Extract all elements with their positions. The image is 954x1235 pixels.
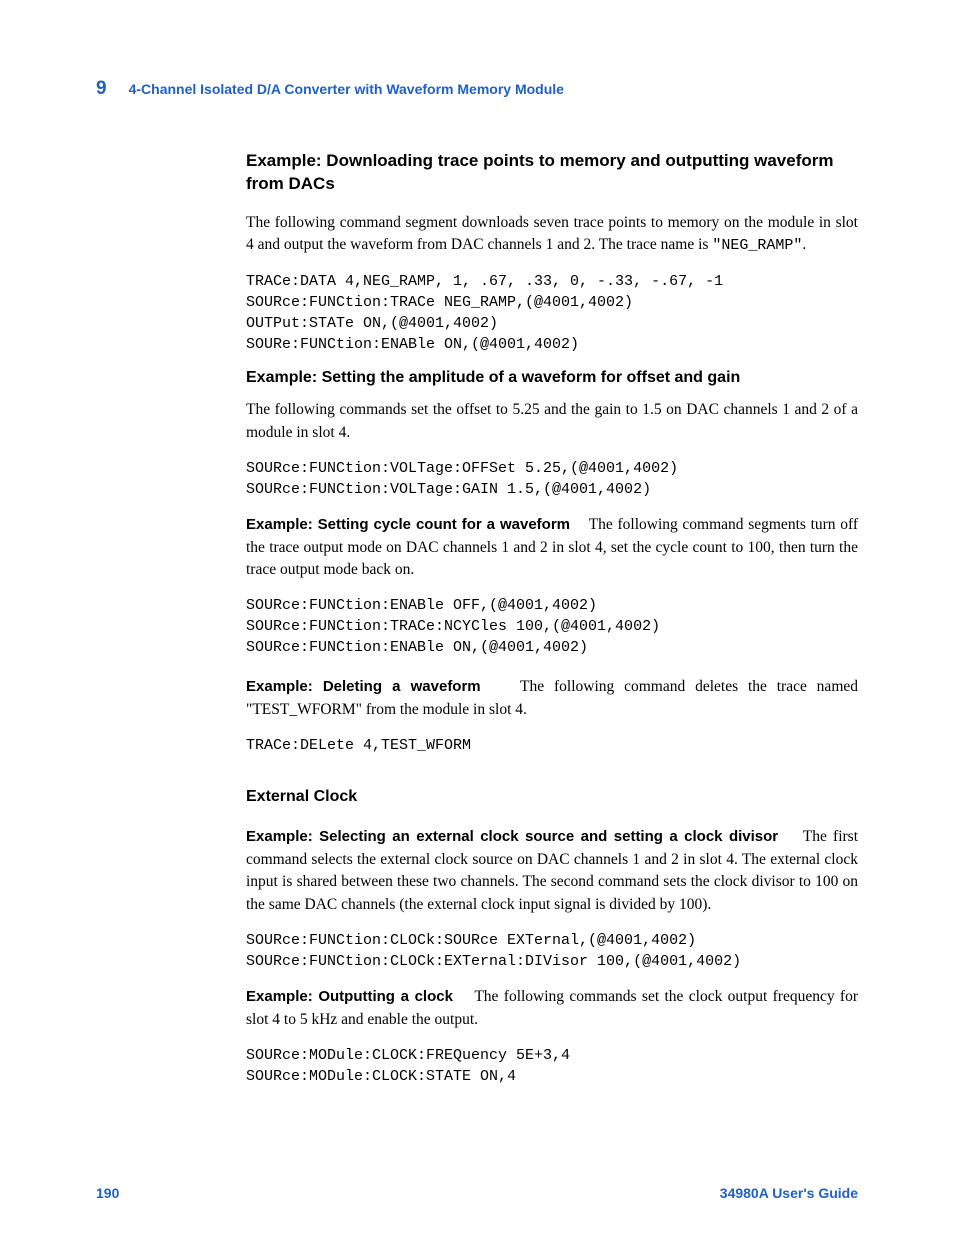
body-paragraph: Example: Deleting a waveform The followi… bbox=[246, 676, 858, 721]
runin-heading: Example: Deleting a waveform bbox=[246, 678, 481, 695]
runin-heading: Example: Outputting a clock bbox=[246, 988, 453, 1005]
body-paragraph: The following command segment downloads … bbox=[246, 212, 858, 257]
page-footer: 190 34980A User's Guide bbox=[96, 1185, 858, 1201]
code-block: SOURce:FUNCtion:VOLTage:OFFSet 5.25,(@40… bbox=[246, 458, 858, 500]
runin-heading: Example: Selecting an external clock sou… bbox=[246, 828, 778, 845]
page-number: 190 bbox=[96, 1185, 119, 1201]
example-heading-amplitude: Example: Setting the amplitude of a wave… bbox=[246, 369, 858, 387]
code-block: TRACe:DELete 4,TEST_WFORM bbox=[246, 735, 858, 756]
code-block: SOURce:FUNCtion:CLOCk:SOURce EXTernal,(@… bbox=[246, 930, 858, 972]
runin-heading: Example: Setting cycle count for a wavef… bbox=[246, 516, 570, 533]
guide-label: 34980A User's Guide bbox=[720, 1185, 858, 1201]
code-block: TRACe:DATA 4,NEG_RAMP, 1, .67, .33, 0, -… bbox=[246, 271, 858, 355]
code-block: SOURce:FUNCtion:ENABle OFF,(@4001,4002) … bbox=[246, 595, 858, 658]
inline-code: "NEG_RAMP" bbox=[712, 237, 802, 254]
body-paragraph: Example: Setting cycle count for a wavef… bbox=[246, 514, 858, 581]
chapter-title: 4-Channel Isolated D/A Converter with Wa… bbox=[129, 81, 564, 97]
code-block: SOURce:MODule:CLOCK:FREQuency 5E+3,4 SOU… bbox=[246, 1045, 858, 1087]
page-header: 9 4-Channel Isolated D/A Converter with … bbox=[96, 78, 858, 100]
section-heading-external-clock: External Clock bbox=[246, 788, 858, 806]
page-content: Example: Downloading trace points to mem… bbox=[246, 150, 858, 1101]
body-paragraph: Example: Selecting an external clock sou… bbox=[246, 826, 858, 916]
paragraph-text: . bbox=[802, 236, 806, 253]
example-heading-download: Example: Downloading trace points to mem… bbox=[246, 150, 858, 196]
chapter-number: 9 bbox=[96, 78, 107, 100]
body-paragraph: The following commands set the offset to… bbox=[246, 399, 858, 444]
body-paragraph: Example: Outputting a clock The followin… bbox=[246, 986, 858, 1031]
